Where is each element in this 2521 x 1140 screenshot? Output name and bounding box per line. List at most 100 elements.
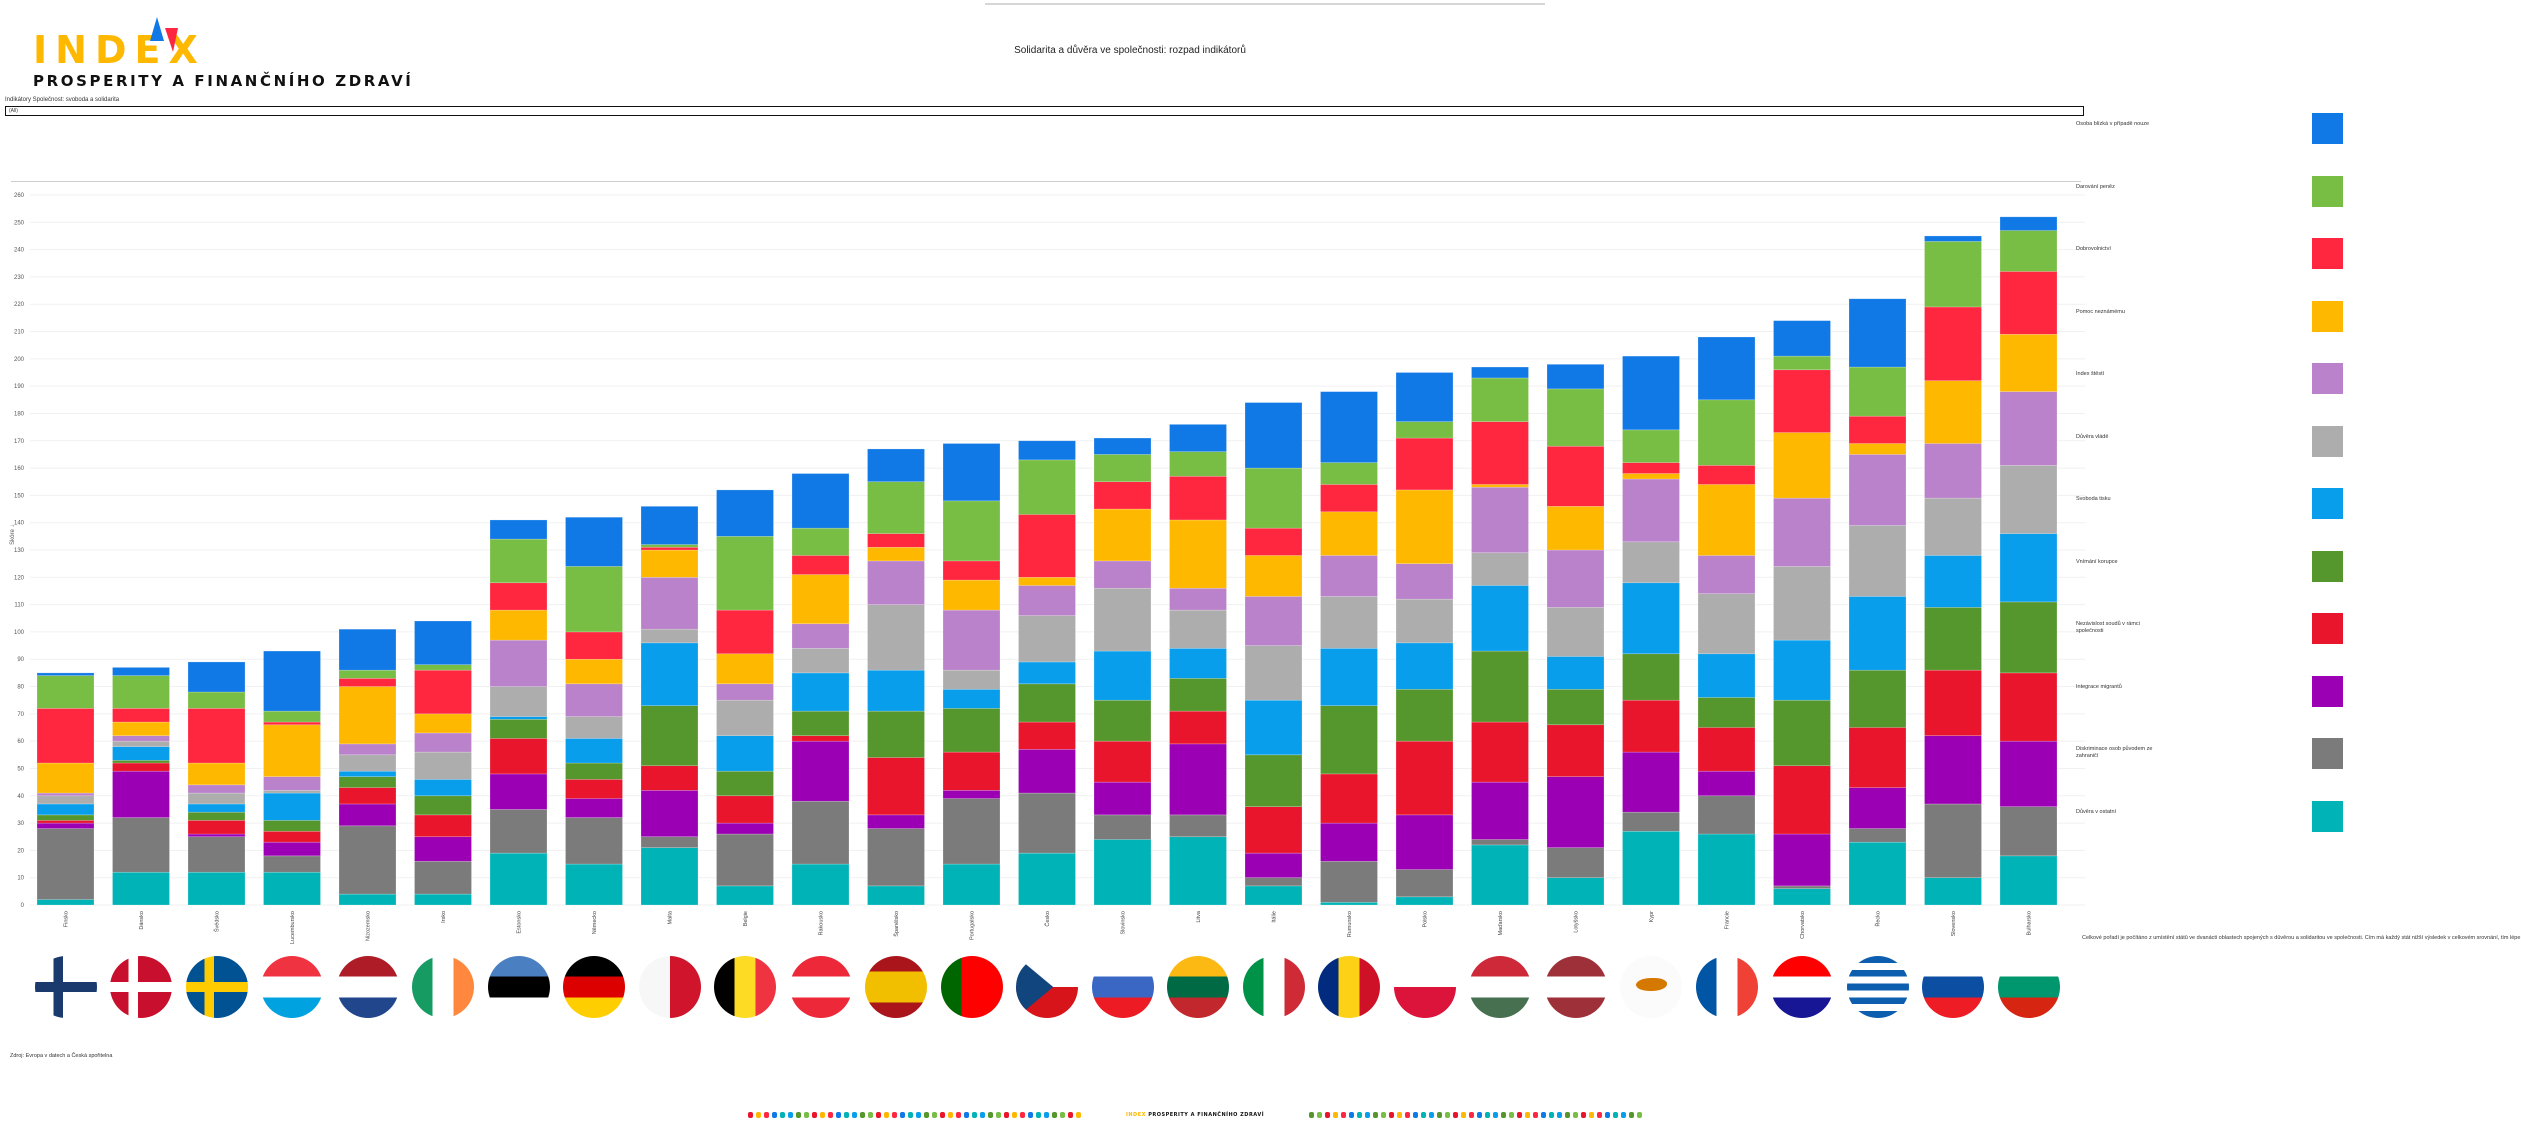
- legend-swatch[interactable]: [2312, 550, 2343, 582]
- bar-segment[interactable]: Malta – Pomoc neznámému: 10: [640, 549, 699, 578]
- bar-segment[interactable]: Lucembursko – Index štěstí: 5: [263, 776, 321, 791]
- bar-segment[interactable]: Malta – Důvěra vládě: 5: [640, 628, 699, 644]
- bar-segment[interactable]: Česko – Integrace migrantů: 16: [1018, 749, 1076, 794]
- bar-segment[interactable]: Lucembursko – Pomoc neznámému: 19: [263, 724, 321, 777]
- bar-segment[interactable]: Belgie – Dobrovolnictví: 16: [716, 609, 774, 655]
- bar-segment[interactable]: Rumunsko – Dobrovolnictví: 10: [1320, 484, 1378, 513]
- bar-segment[interactable]: Kypr – Diskriminace osob původem ze zahr…: [1622, 811, 1680, 832]
- bar-segment[interactable]: Finsko – Důvěra v ostatní: 2: [36, 899, 95, 906]
- bar-segment[interactable]: Chorvatsko – Důvěra v ostatní: 6: [1773, 888, 1831, 906]
- bar-segment[interactable]: Lotyšsko – Dobrovolnictví: 22: [1546, 445, 1605, 507]
- bar-segment[interactable]: Irsko – Integrace migrantů: 9: [414, 836, 472, 862]
- bar-segment[interactable]: Kypr – Darování peněz: 12: [1622, 429, 1680, 463]
- bar-segment[interactable]: Francie – Darování peněz: 24: [1697, 399, 1756, 466]
- bar-segment[interactable]: Malta – Integrace migrantů: 17: [640, 790, 699, 838]
- bar-segment[interactable]: Dánsko – Vnímání korupce: 1: [112, 759, 170, 764]
- bar-segment[interactable]: Rakousko – Důvěra vládě: 9: [791, 648, 850, 674]
- bar-segment[interactable]: Irsko – Diskriminace osob původem ze zah…: [414, 861, 472, 895]
- bar-segment[interactable]: Rumunsko – Integrace migrantů: 14: [1320, 822, 1378, 862]
- bar-segment[interactable]: Rakousko – Integrace migrantů: 22: [791, 740, 850, 802]
- bar-segment[interactable]: Španělsko – Index štěstí: 16: [867, 560, 925, 605]
- bar-segment[interactable]: Španělsko – Svoboda tisku: 15: [867, 669, 925, 712]
- bar-segment[interactable]: Finsko – Diskriminace osob původem ze za…: [36, 828, 95, 900]
- bar-segment[interactable]: Polsko – Integrace migrantů: 20: [1395, 814, 1454, 870]
- bar-segment[interactable]: Lotyšsko – Důvěra v ostatní: 10: [1546, 877, 1605, 906]
- bar-segment[interactable]: Slovensko – Důvěra vládě: 21: [1924, 497, 1982, 556]
- bar-segment[interactable]: Řecko – Darování peněz: 18: [1848, 366, 1907, 417]
- bar-segment[interactable]: Slovinsko – Nezávislost soudů v rámci sp…: [1093, 740, 1152, 783]
- bar-segment[interactable]: Lucembursko – Svoboda tisku: 10: [263, 792, 321, 821]
- bar-segment[interactable]: Bulharsko – Svoboda tisku: 25: [1999, 533, 2058, 603]
- bar-segment[interactable]: Chorvatsko – Důvěra vládě: 27: [1773, 566, 1831, 641]
- bar-segment[interactable]: Belgie – Pomoc neznámému: 11: [716, 653, 774, 685]
- bar-segment[interactable]: Malta – Osoba blízká v případě nouze: 14: [640, 506, 699, 545]
- bar-segment[interactable]: Estonsko – Nezávislost soudů v rámci spo…: [489, 738, 548, 775]
- bar-segment[interactable]: Malta – Nezávislost soudů v rámci společ…: [640, 765, 699, 791]
- bar-segment[interactable]: Švédsko – Vnímání korupce: 3: [187, 811, 246, 821]
- bar-segment[interactable]: Španělsko – Darování peněz: 19: [867, 481, 925, 534]
- bar-segment[interactable]: Portugalsko – Osoba blízká v případě nou…: [942, 443, 1001, 502]
- bar-segment[interactable]: Itálie – Vnímání korupce: 19: [1244, 754, 1303, 807]
- bar-segment[interactable]: Česko – Dobrovolnictví: 23: [1018, 514, 1076, 578]
- legend-swatch[interactable]: [2312, 675, 2343, 707]
- bar-segment[interactable]: Kypr – Důvěra v ostatní: 27: [1622, 830, 1680, 906]
- bar-segment[interactable]: Bulharsko – Diskriminace osob původem ze…: [1999, 806, 2058, 857]
- bar-segment[interactable]: Španělsko – Osoba blízká v případě nouze…: [867, 448, 925, 483]
- bar-segment[interactable]: Lotyšsko – Vnímání korupce: 13: [1546, 688, 1605, 726]
- bar-segment[interactable]: Slovensko – Nezávislost soudů v rámci sp…: [1924, 669, 1982, 736]
- bar-segment[interactable]: Německo – Diskriminace osob původem ze z…: [565, 817, 623, 865]
- bar-segment[interactable]: Irsko – Nezávislost soudů v rámci společ…: [414, 814, 472, 838]
- bar-segment[interactable]: Belgie – Důvěra v ostatní: 7: [716, 885, 774, 906]
- bar-segment[interactable]: Maďarsko – Index štěstí: 24: [1471, 486, 1529, 554]
- bar-segment[interactable]: Lucembursko – Dobrovolnictví: 1: [263, 721, 321, 726]
- bar-segment[interactable]: Kypr – Integrace migrantů: 22: [1622, 751, 1680, 813]
- bar-segment[interactable]: Rumunsko – Index štěstí: 15: [1320, 555, 1378, 597]
- bar-segment[interactable]: Dánsko – Důvěra vládě: 2: [112, 740, 170, 747]
- bar-segment[interactable]: Francie – Dobrovolnictví: 7: [1697, 465, 1756, 485]
- bar-segment[interactable]: Řecko – Nezávislost soudů v rámci společ…: [1848, 727, 1907, 788]
- bar-segment[interactable]: Španělsko – Vnímání korupce: 17: [867, 710, 925, 758]
- legend-swatch[interactable]: [2312, 113, 2343, 144]
- bar-segment[interactable]: Slovensko – Důvěra v ostatní: 10: [1924, 877, 1982, 906]
- bar-segment[interactable]: Německo – Důvěra vládě: 8: [565, 716, 623, 739]
- bar-segment[interactable]: Malta – Dobrovolnictví: 1: [640, 546, 699, 551]
- bar-segment[interactable]: Řecko – Index štěstí: 26: [1848, 454, 1907, 526]
- bar-segment[interactable]: Rumunsko – Pomoc neznámému: 16: [1320, 511, 1378, 556]
- bar-segment[interactable]: Kypr – Důvěra vládě: 15: [1622, 541, 1680, 584]
- bar-segment[interactable]: Portugalsko – Důvěra vládě: 7: [942, 669, 1001, 690]
- bar-segment[interactable]: Maďarsko – Nezávislost soudů v rámci spo…: [1471, 721, 1529, 783]
- bar-segment[interactable]: Litva – Svoboda tisku: 11: [1169, 648, 1227, 679]
- bar-segment[interactable]: Irsko – Index štěstí: 7: [414, 732, 472, 753]
- bar-segment[interactable]: Česko – Index štěstí: 11: [1018, 585, 1076, 616]
- bar-segment[interactable]: Švédsko – Svoboda tisku: 3: [187, 803, 246, 813]
- bar-segment[interactable]: Belgie – Darování peněz: 27: [716, 536, 774, 611]
- bar-segment[interactable]: Bulharsko – Dobrovolnictví: 23: [1999, 271, 2058, 335]
- bar-segment[interactable]: Irsko – Svoboda tisku: 6: [414, 779, 472, 797]
- bar-segment[interactable]: Německo – Dobrovolnictví: 10: [565, 631, 623, 660]
- bar-segment[interactable]: Slovensko – Diskriminace osob původem ze…: [1924, 803, 1982, 878]
- bar-segment[interactable]: Německo – Vnímání korupce: 6: [565, 762, 623, 780]
- bar-segment[interactable]: Estonsko – Darování peněz: 16: [489, 538, 548, 584]
- bar-segment[interactable]: Nizozemsko – Index štěstí: 4: [338, 743, 397, 756]
- bar-segment[interactable]: Španělsko – Důvěra v ostatní: 7: [867, 885, 925, 906]
- bar-segment[interactable]: Dánsko – Důvěra v ostatní: 12: [112, 871, 170, 906]
- bar-segment[interactable]: Portugalsko – Darování peněz: 22: [942, 500, 1001, 562]
- bar-segment[interactable]: Belgie – Svoboda tisku: 13: [716, 735, 774, 772]
- bar-segment[interactable]: Lucembursko – Darování peněz: 4: [263, 710, 321, 723]
- bar-segment[interactable]: Nizozemsko – Svoboda tisku: 2: [338, 770, 397, 777]
- bar-segment[interactable]: Francie – Důvěra v ostatní: 26: [1697, 833, 1756, 906]
- bar-segment[interactable]: Řecko – Diskriminace osob původem ze zah…: [1848, 828, 1907, 843]
- bar-segment[interactable]: Rumunsko – Vnímání korupce: 25: [1320, 705, 1378, 775]
- bar-segment[interactable]: Rumunsko – Důvěra v ostatní: 1: [1320, 901, 1378, 906]
- bar-segment[interactable]: Rumunsko – Nezávislost soudů v rámci spo…: [1320, 773, 1378, 824]
- bar-segment[interactable]: Španělsko – Nezávislost soudů v rámci sp…: [867, 757, 925, 816]
- bar-segment[interactable]: Irsko – Osoba blízká v případě nouze: 16: [414, 620, 472, 665]
- bar-segment[interactable]: Německo – Darování peněz: 24: [565, 566, 623, 633]
- bar-segment[interactable]: Lotyšsko – Index štěstí: 21: [1546, 549, 1605, 608]
- bar-segment[interactable]: Rumunsko – Osoba blízká v případě nouze:…: [1320, 391, 1378, 463]
- bar-segment[interactable]: Dánsko – Osoba blízká v případě nouze: 3: [112, 667, 170, 676]
- bar-segment[interactable]: Německo – Důvěra v ostatní: 15: [565, 863, 623, 906]
- bar-segment[interactable]: Lotyšsko – Nezávislost soudů v rámci spo…: [1546, 724, 1605, 777]
- bar-segment[interactable]: Portugalsko – Důvěra v ostatní: 15: [942, 863, 1001, 906]
- bar-segment[interactable]: Estonsko – Diskriminace osob původem ze …: [489, 809, 548, 854]
